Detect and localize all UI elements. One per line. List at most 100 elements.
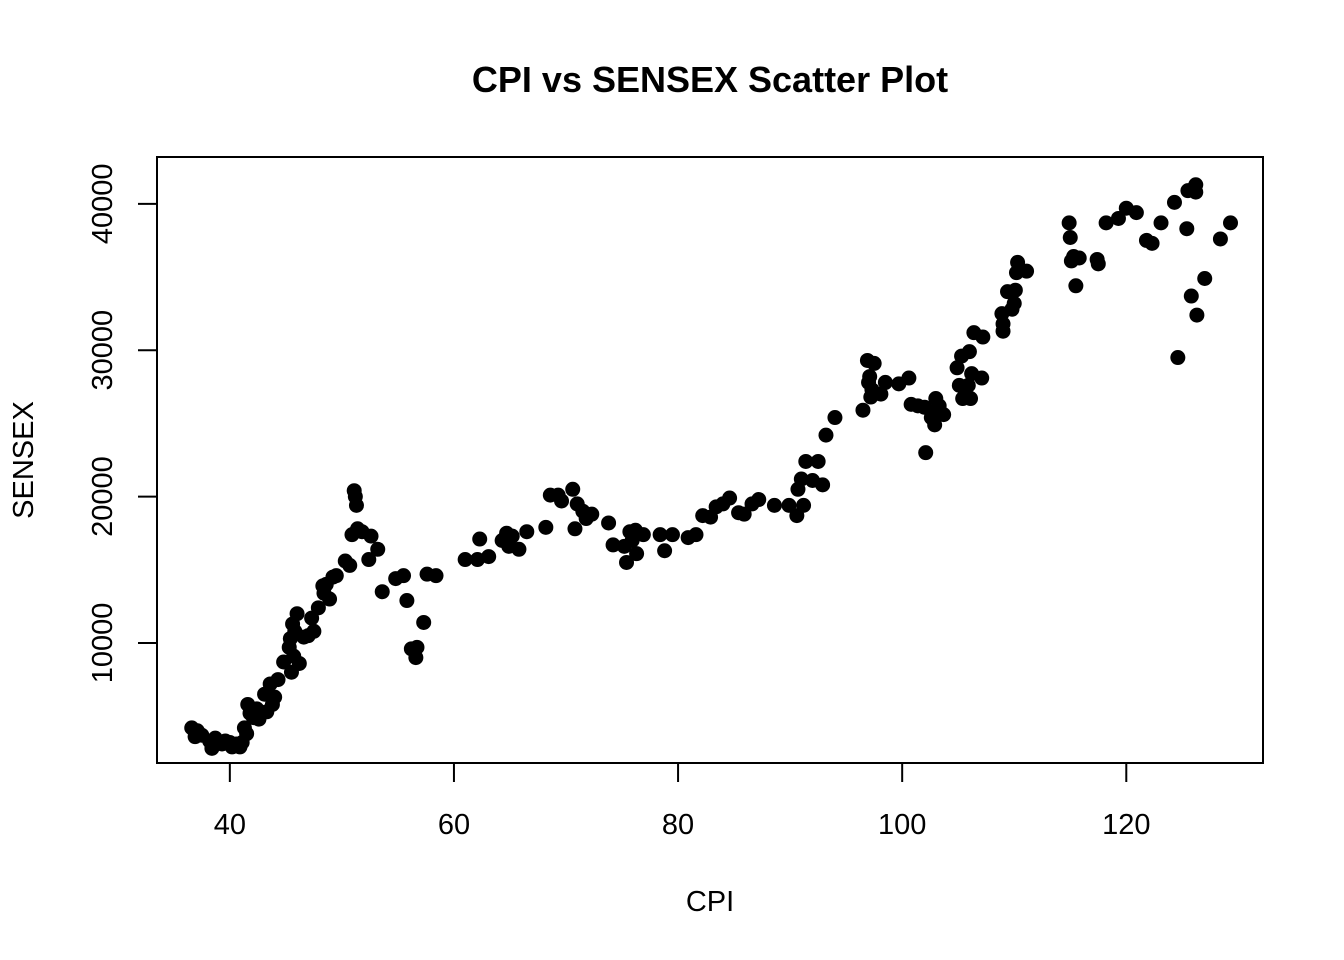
data-point xyxy=(399,593,415,609)
data-point xyxy=(270,672,286,688)
x-tick-label: 60 xyxy=(438,809,470,841)
data-point xyxy=(1189,307,1205,323)
data-point xyxy=(810,453,826,469)
data-point xyxy=(601,515,617,531)
data-point xyxy=(328,568,344,584)
data-point xyxy=(1166,194,1182,210)
data-point xyxy=(310,600,326,616)
data-point xyxy=(736,506,752,522)
data-point xyxy=(664,527,680,543)
data-point xyxy=(1188,184,1204,200)
x-axis: 40 60 80 100 120 xyxy=(214,762,1150,841)
data-point xyxy=(511,541,527,557)
data-point xyxy=(428,568,444,584)
data-point xyxy=(918,445,934,461)
data-point xyxy=(1006,295,1022,311)
data-point xyxy=(363,528,379,544)
data-point xyxy=(1223,215,1239,231)
y-axis: 10000 20000 30000 40000 xyxy=(87,164,158,684)
data-point xyxy=(722,490,738,506)
data-point xyxy=(629,546,645,562)
data-point xyxy=(751,492,767,508)
data-point xyxy=(396,568,412,584)
data-point xyxy=(901,370,917,386)
data-point xyxy=(348,497,364,513)
data-point xyxy=(289,606,305,622)
data-point xyxy=(1068,278,1084,294)
data-point xyxy=(657,543,673,559)
y-tick-label: 10000 xyxy=(87,603,119,684)
x-tick-label: 100 xyxy=(878,809,926,841)
data-point xyxy=(995,316,1011,332)
data-point xyxy=(584,506,600,522)
x-tick-label: 40 xyxy=(214,809,246,841)
data-point xyxy=(927,417,943,433)
data-point xyxy=(1153,215,1169,231)
data-point xyxy=(1212,231,1228,247)
data-point xyxy=(866,355,882,371)
data-point xyxy=(1128,205,1144,221)
data-point xyxy=(818,427,834,443)
data-points xyxy=(184,177,1239,756)
data-point xyxy=(766,497,782,513)
data-point xyxy=(619,554,635,570)
data-point xyxy=(877,374,893,390)
data-point xyxy=(565,481,581,497)
x-tick-label: 80 xyxy=(662,809,694,841)
data-point xyxy=(538,519,554,535)
data-point xyxy=(519,524,535,540)
data-point xyxy=(781,497,797,513)
data-point xyxy=(963,391,979,407)
data-point xyxy=(815,477,831,493)
data-point xyxy=(1170,350,1186,366)
data-point xyxy=(1007,282,1023,298)
data-point xyxy=(827,410,843,426)
data-point xyxy=(322,591,338,607)
x-axis-label: CPI xyxy=(686,886,734,918)
data-point xyxy=(306,623,322,639)
y-tick-label: 40000 xyxy=(87,164,119,245)
data-point xyxy=(1090,256,1106,272)
data-point xyxy=(481,549,497,565)
y-tick-label: 20000 xyxy=(87,456,119,537)
data-point xyxy=(1197,270,1213,286)
data-point xyxy=(1019,263,1035,279)
data-point xyxy=(855,402,871,418)
data-point xyxy=(1061,215,1077,231)
y-axis-label: SENSEX xyxy=(8,401,40,519)
data-point xyxy=(409,639,425,655)
data-point xyxy=(635,527,651,543)
data-point xyxy=(796,497,812,513)
data-point xyxy=(688,527,704,543)
data-point xyxy=(374,584,390,600)
data-point xyxy=(1110,210,1126,226)
data-point xyxy=(936,407,952,423)
data-point xyxy=(975,329,991,345)
data-point xyxy=(267,689,283,705)
data-point xyxy=(960,377,976,393)
data-point xyxy=(1183,288,1199,304)
plot-frame xyxy=(156,156,1264,764)
data-point xyxy=(504,528,520,544)
data-point xyxy=(567,521,583,537)
data-point xyxy=(1144,235,1160,251)
chart-title: CPI vs SENSEX Scatter Plot xyxy=(472,59,948,100)
data-point xyxy=(974,370,990,386)
data-point xyxy=(472,531,488,547)
data-point xyxy=(1179,221,1195,237)
data-point xyxy=(361,552,377,568)
data-point xyxy=(469,552,485,568)
data-point xyxy=(370,541,386,557)
data-point xyxy=(652,527,668,543)
data-point xyxy=(342,557,358,573)
data-point xyxy=(1098,215,1114,231)
data-point xyxy=(1062,230,1078,246)
data-point xyxy=(554,493,570,509)
y-tick-label: 30000 xyxy=(87,310,119,391)
data-point xyxy=(291,655,307,671)
data-point xyxy=(961,344,977,360)
x-tick-label: 120 xyxy=(1102,809,1150,841)
data-point xyxy=(457,552,473,568)
data-point xyxy=(1071,250,1087,266)
